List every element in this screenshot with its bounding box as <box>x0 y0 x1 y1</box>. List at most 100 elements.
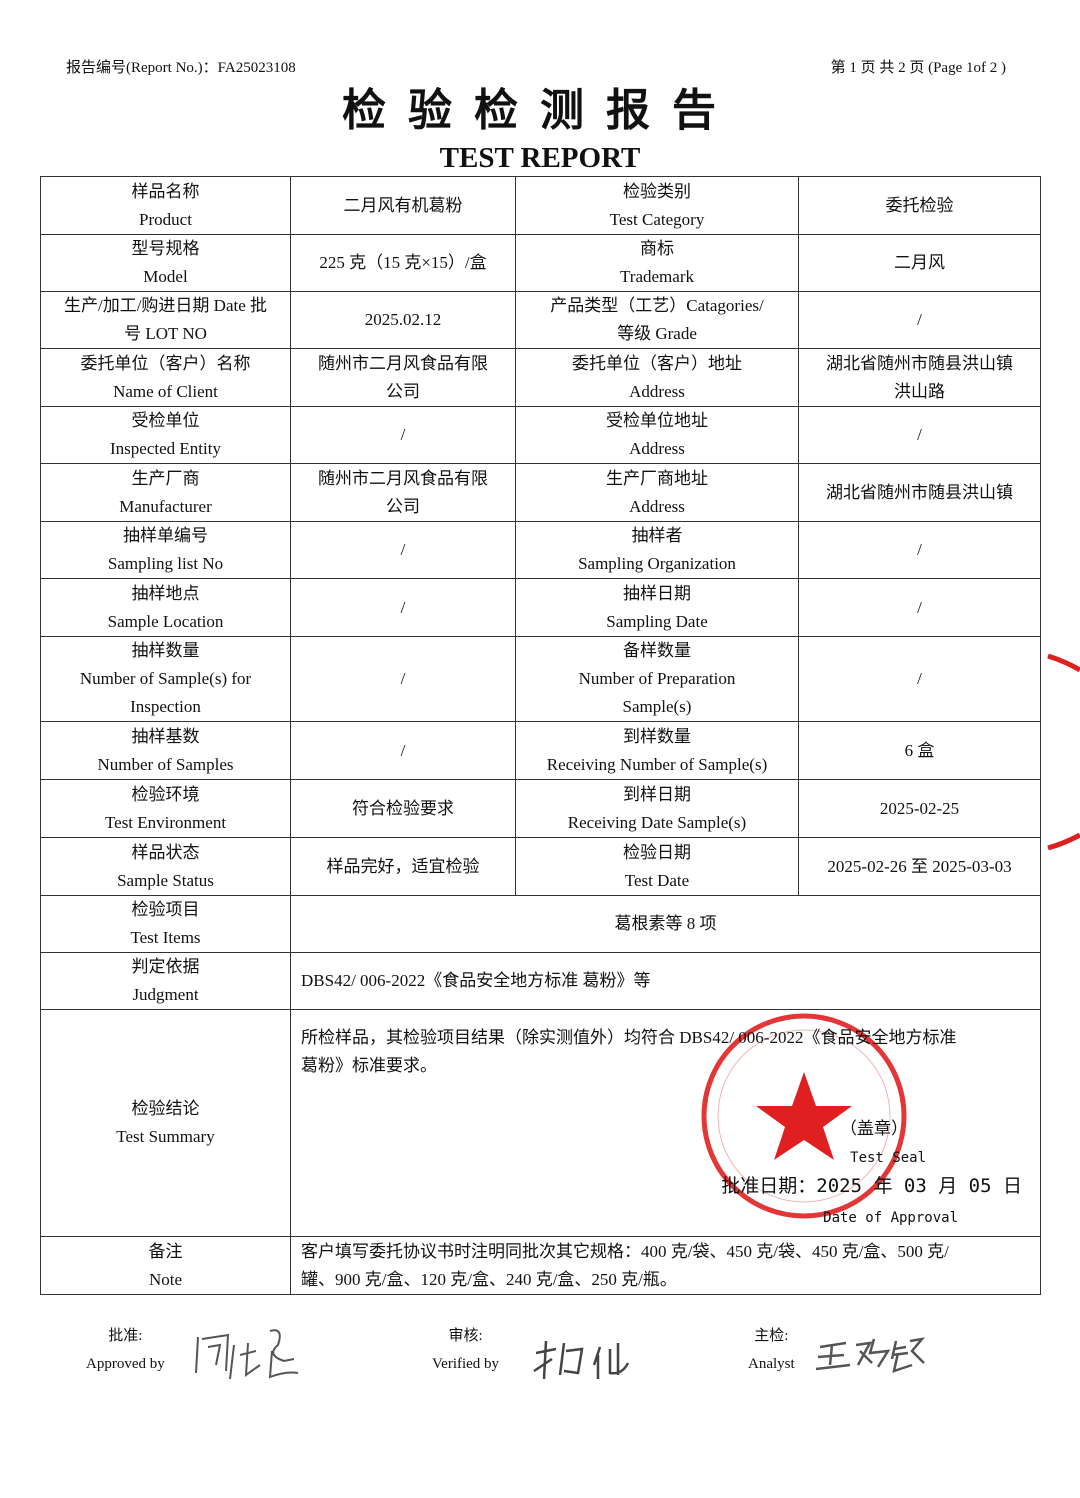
field-label-line: 检验类别 <box>623 181 691 201</box>
analyst-label: 主检: Analyst <box>748 1328 795 1372</box>
field-label: 受检单位 Inspected Entity <box>40 406 291 464</box>
field-value: 符合检验要求 <box>290 779 516 838</box>
field-value-line: / <box>400 597 406 617</box>
note-text: 客户填写委托协议书时注明同批次其它规格：400 克/袋、450 克/袋、450 … <box>290 1236 1041 1295</box>
field-value: 委托检验 <box>798 176 1041 235</box>
field-label: 型号规格 Model <box>40 234 291 292</box>
field-label-line: 抽样基数 <box>131 726 200 746</box>
report-number: 报告编号(Report No.)：FA25023108 <box>66 60 296 76</box>
field-label-line: 检验项目 <box>131 900 200 919</box>
field-value-line: 公司 <box>386 496 420 516</box>
edge-seal-stamp <box>1047 653 1080 851</box>
field-label-line: 检验环境 <box>131 784 200 804</box>
page-indicator: 第 1 页 共 2 页 (Page 1of 2 ) <box>830 60 1006 76</box>
field-value-line: DBS42/ 006-2022《食品安全地方标准 葛粉》等 <box>301 971 651 990</box>
field-label-line: Test Environment <box>104 812 227 832</box>
field-value-line: / <box>917 597 922 617</box>
field-label: 备注 Note <box>40 1236 291 1295</box>
field-label-line: Model <box>143 267 188 286</box>
field-label-line: 检验结论 <box>131 1099 200 1118</box>
field-value-line: / <box>400 740 406 760</box>
summary-row: 检验结论 Test Summary 所检样品，其检验项目结果（除实测值外）均符合 D… <box>40 1009 1041 1237</box>
table-row: 样品名称 Product 二月风有机葛粉 检验类别 Test Category 委托检验 <box>40 176 1041 235</box>
report-title-en: TEST REPORT <box>439 142 641 174</box>
field-value: / <box>290 721 516 780</box>
field-label-line: 备注 <box>148 1241 183 1261</box>
field-value: DBS42/ 006-2022《食品安全地方标准 葛粉》等 <box>290 952 1041 1010</box>
field-label-line: 委托单位（客户）地址 <box>572 353 742 373</box>
table-row: 检验环境 Test Environment 符合检验要求 到样日期 Receiving … <box>40 779 1041 838</box>
field-label-line: 抽样日期 <box>623 583 691 603</box>
field-value-line: / <box>400 540 406 559</box>
table-row: 抽样基数 Number of Samples / 到样数量 Receiving Numb… <box>40 721 1041 780</box>
field-value-line: 随州市二月风食品有限 <box>318 353 488 373</box>
field-label: 样品状态 Sample Status <box>40 837 291 896</box>
table-row: 型号规格 Model 225 克（15 克×15）/盒 商标 Trademark 二月风 <box>40 234 1041 292</box>
field-value: 葛根素等 8 项 <box>290 895 1041 953</box>
field-label-line: 到样数量 <box>623 726 691 746</box>
field-value-line: / <box>400 669 406 688</box>
field-value: / <box>798 521 1041 579</box>
field-label-line: 抽样者 <box>631 526 683 545</box>
field-value-line: / <box>917 425 922 444</box>
field-label: 检验项目 Test Items <box>40 895 291 953</box>
field-value-line: / <box>400 425 406 444</box>
field-label-line: Test Items <box>130 928 201 947</box>
field-label: 抽样地点 Sample Location <box>40 578 291 637</box>
field-label-line: 受检单位地址 <box>606 411 708 430</box>
field-label: 商标 Trademark <box>515 234 799 292</box>
field-label-line: Address <box>629 439 685 458</box>
field-value-line: / <box>917 310 922 329</box>
field-label-line: 生产厂商 <box>131 468 200 488</box>
field-label-line: 号 LOT NO <box>124 324 207 343</box>
field-label-line: Sample Status <box>117 870 214 890</box>
table-row: 生产/加工/购进日期 Date 批号 LOT NO 2025.02.12 产品类型（… <box>40 291 1041 349</box>
field-value: / <box>798 291 1041 349</box>
field-label-line: Receiving Date Sample(s) <box>567 812 747 832</box>
table-row: 样品状态 Sample Status 样品完好，适宜检验 检验日期 Test Date 2… <box>40 837 1041 896</box>
field-value: 2025-02-25 <box>798 779 1041 838</box>
field-label-line: 抽样地点 <box>131 583 200 603</box>
approval-date-label: Date of Approval <box>823 1210 958 1226</box>
table-row: 委托单位（客户）名称 Name of Client 随州市二月风食品有限 公司 委托单位… <box>40 348 1041 407</box>
field-label-line: 样品状态 <box>131 842 200 862</box>
note-row: 备注 Note 客户填写委托协议书时注明同批次其它规格：400 克/袋、450 克/… <box>40 1236 1041 1295</box>
field-label-line: 备样数量 <box>623 641 691 660</box>
verifier-signature <box>533 1340 630 1380</box>
table-row: 判定依据 Judgment DBS42/ 006-2022《食品安全地方标准 葛粉》… <box>40 952 1041 1010</box>
table-row: 检验项目 Test Items 葛根素等 8 项 <box>40 895 1041 953</box>
field-value-line: 二月风 <box>894 253 945 272</box>
field-label-line: Address <box>629 496 685 516</box>
seal-label-cn: （盖章） <box>840 1119 908 1138</box>
test-summary-text-line: 葛粉》标准要求。 <box>301 1056 437 1075</box>
field-value-line: 2025-02-26 至 2025-03-03 <box>827 856 1012 876</box>
approval-date: 批准日期：2025 年 03 月 05 日 <box>721 1175 1022 1197</box>
field-label-line: Address <box>629 381 685 401</box>
field-value-line: 2025.02.12 <box>364 310 442 329</box>
field-label-line: Sampling list No <box>107 554 224 573</box>
field-value: 随州市二月风食品有限 公司 <box>290 463 516 522</box>
field-label: 备样数量 Number of Preparation Sample(s) <box>515 636 799 722</box>
field-label-line: 生产/加工/购进日期 Date 批 <box>63 296 268 315</box>
field-label-line: Note <box>148 1269 183 1289</box>
field-value: / <box>290 578 516 637</box>
field-label-line: Sampling Organization <box>578 554 736 573</box>
field-label-line: Name of Client <box>113 381 218 401</box>
approved-by-label: 批准: Approved by <box>86 1328 165 1372</box>
field-label: 到样日期 Receiving Date Sample(s) <box>515 779 799 838</box>
field-label-line: 型号规格 <box>131 239 200 258</box>
field-value-line: 符合检验要求 <box>352 798 454 818</box>
field-label-line: Trademark <box>620 267 694 286</box>
field-value-line: 样品完好，适宜检验 <box>326 856 480 876</box>
field-value: 湖北省随州市随县洪山镇 <box>798 463 1041 522</box>
field-value-line: 225 克（15 克×15）/盒 <box>319 253 487 272</box>
seal-label-en: Test Seal <box>850 1150 926 1166</box>
field-label: 抽样者 Sampling Organization <box>515 521 799 579</box>
field-label-line: 商标 <box>640 239 674 258</box>
field-value: / <box>798 636 1041 722</box>
field-label: 生产厂商地址 Address <box>515 463 799 522</box>
field-value: 225 克（15 克×15）/盒 <box>290 234 516 292</box>
field-label: 受检单位地址 Address <box>515 406 799 464</box>
field-label: 检验环境 Test Environment <box>40 779 291 838</box>
table-row: 抽样单编号 Sampling list No / 抽样者 Sampling Organi… <box>40 521 1041 579</box>
